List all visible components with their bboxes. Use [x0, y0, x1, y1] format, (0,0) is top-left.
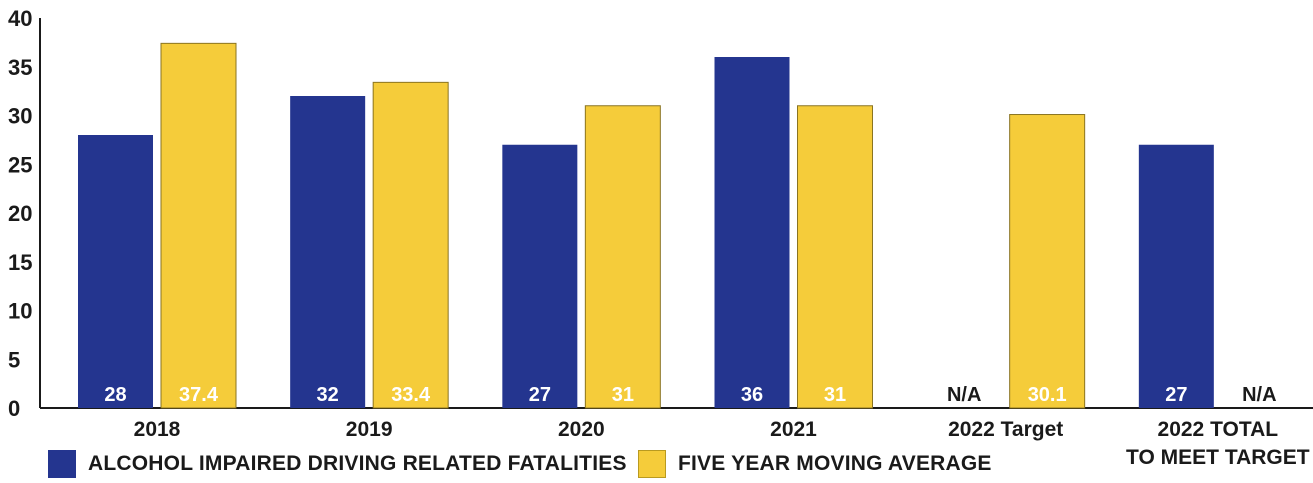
bar-fatalities	[502, 144, 578, 408]
x-category-label: 2018	[134, 418, 181, 441]
bar-fatalities	[290, 96, 366, 408]
bar-fatalities	[714, 57, 790, 408]
category-labels-group: 2018 2019 2020 2021 2022 Target 2022 TOTAL TO …	[134, 418, 1310, 469]
bar-fatalities	[78, 135, 153, 408]
bar-data-label: 37.4	[179, 384, 219, 406]
x-category-label: 2020	[558, 418, 605, 441]
legend-swatch-series-2	[638, 450, 666, 478]
bar-data-label: 32	[317, 384, 339, 406]
y-tick-label: 25	[8, 152, 32, 177]
x-category-label: 2022 TOTAL TO MEET TARGET	[1126, 418, 1310, 469]
bar-moving-average	[584, 105, 661, 409]
bar-moving-average	[372, 81, 449, 409]
bar-fatalities	[1138, 144, 1214, 408]
bar-moving-average	[160, 42, 237, 409]
y-tick-label: 10	[8, 299, 32, 324]
bar-moving-average	[1009, 114, 1086, 409]
y-tick-label: 40	[8, 6, 32, 31]
y-tick-label: 30	[8, 104, 32, 129]
bar-data-label: 33.4	[391, 384, 431, 406]
bar-data-label: N/A	[947, 384, 981, 406]
bar-data-label: 30.1	[1028, 384, 1067, 406]
bar-data-label: 28	[104, 384, 126, 406]
legend-swatch-series-1	[48, 450, 76, 478]
bar-moving-average	[797, 105, 873, 409]
legend-label-series-2: FIVE YEAR MOVING AVERAGE	[678, 452, 992, 475]
bars-group	[78, 42, 1214, 409]
x-category-label: 2022 Target	[948, 418, 1063, 441]
legend-item-series-2: FIVE YEAR MOVING AVERAGE	[638, 450, 992, 478]
bar-data-label: 27	[529, 384, 551, 406]
x-category-label: 2021	[770, 418, 817, 441]
bar-data-label: N/A	[1242, 384, 1276, 406]
bar-data-label: 31	[612, 384, 634, 406]
y-tick-label: 15	[8, 250, 32, 275]
legend-item-series-1: ALCOHOL IMPAIRED DRIVING RELATED FATALIT…	[48, 450, 627, 478]
y-tick-labels: 0 5 10 15 20 25 30 35 40	[8, 6, 32, 421]
bar-data-label: 27	[1165, 384, 1187, 406]
y-tick-label: 0	[8, 396, 20, 421]
y-tick-label: 5	[8, 347, 20, 372]
y-tick-label: 20	[8, 201, 32, 226]
bar-data-label: 36	[741, 384, 763, 406]
y-tick-label: 35	[8, 55, 32, 80]
legend-label-series-1: ALCOHOL IMPAIRED DRIVING RELATED FATALIT…	[88, 452, 627, 475]
x-category-label: 2019	[346, 418, 393, 441]
bar-data-label: 31	[824, 384, 846, 406]
data-labels-group: 28 37.4 32 33.4 27 31 36 31 N/A 30.1 27 N/A	[104, 384, 1276, 406]
